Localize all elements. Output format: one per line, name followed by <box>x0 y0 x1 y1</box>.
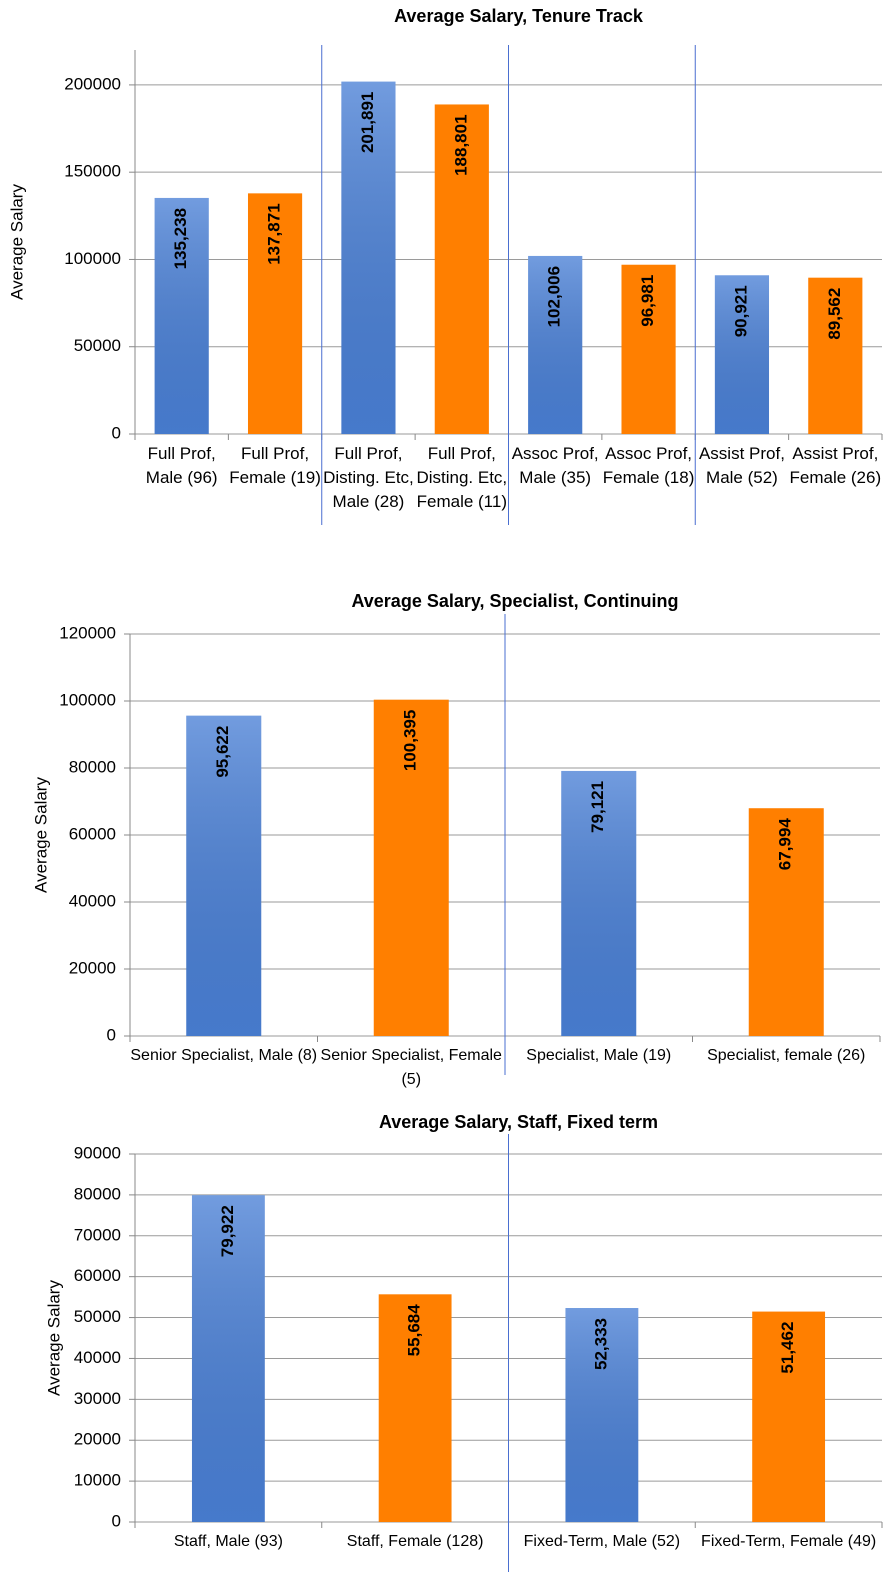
y-tick-label: 0 <box>112 1511 121 1530</box>
x-tick-label: Assist Prof, Female (26) <box>789 444 882 487</box>
y-tick-label: 0 <box>112 423 121 442</box>
y-tick-label: 60000 <box>74 1266 121 1285</box>
y-tick-label: 50000 <box>74 1307 121 1326</box>
y-tick-label: 60000 <box>69 824 116 843</box>
y-tick-label: 70000 <box>74 1225 121 1244</box>
value-label: 102,006 <box>545 266 564 327</box>
x-tick-label: Fixed-Term, Female (49) <box>701 1533 877 1550</box>
x-tick-label: Staff, Female (128) <box>346 1533 484 1550</box>
x-tick-label: Assoc Prof, Female (18) <box>602 444 695 487</box>
value-label: 95,622 <box>213 726 232 778</box>
bar <box>808 277 863 434</box>
chart-title: Average Salary, Staff, Fixed term <box>379 1112 658 1132</box>
value-label: 90,921 <box>731 285 750 337</box>
y-tick-label: 20000 <box>74 1430 121 1449</box>
y-tick-label: 150000 <box>64 162 121 181</box>
x-tick-label: Specialist, Male (19) <box>526 1047 672 1064</box>
value-label: 55,684 <box>405 1304 424 1357</box>
x-tick-label: Assist Prof, Male (52) <box>698 444 785 487</box>
x-tick-label: Senior Specialist, Male (8) <box>130 1047 318 1064</box>
y-axis-label: Average Salary <box>44 1280 63 1396</box>
value-label: 79,121 <box>588 781 607 833</box>
y-tick-label: 100000 <box>59 690 116 709</box>
bar <box>752 1311 826 1522</box>
x-tick-label: Senior Specialist, Female (5) <box>320 1047 502 1088</box>
bar <box>748 808 824 1036</box>
x-tick-label: Fixed-Term, Male (52) <box>523 1533 681 1550</box>
x-tick-label: Staff, Male (93) <box>173 1533 283 1550</box>
x-tick-label: Assoc Prof, Male (35) <box>511 444 599 487</box>
value-label: 51,462 <box>778 1322 797 1374</box>
bar <box>621 264 676 434</box>
value-label: 188,801 <box>451 114 470 175</box>
x-tick-label: Full Prof, Disting. Etc, Female (11) <box>416 444 508 511</box>
value-label: 100,395 <box>401 710 420 771</box>
value-label: 96,981 <box>638 275 657 327</box>
bar <box>378 1294 452 1522</box>
y-tick-label: 10000 <box>74 1471 121 1490</box>
x-tick-label: Specialist, female (26) <box>707 1047 866 1064</box>
value-label: 201,891 <box>358 92 377 153</box>
y-tick-label: 200000 <box>64 74 121 93</box>
value-label: 89,562 <box>825 288 844 340</box>
value-label: 79,922 <box>218 1205 237 1257</box>
x-tick-label: Full Prof, Disting. Etc, Male (28) <box>323 444 414 511</box>
value-label: 135,238 <box>171 208 190 269</box>
y-tick-label: 100000 <box>64 249 121 268</box>
y-tick-label: 40000 <box>69 891 116 910</box>
bar <box>373 699 449 1036</box>
y-tick-label: 50000 <box>74 336 121 355</box>
bar <box>434 104 489 435</box>
x-tick-label: Full Prof, Male (96) <box>145 444 218 487</box>
value-label: 137,871 <box>265 203 284 264</box>
chart-title: Average Salary, Specialist, Continuing <box>351 591 678 611</box>
y-tick-label: 40000 <box>74 1348 121 1367</box>
x-tick-label: Full Prof, Female (19) <box>229 444 321 487</box>
y-tick-label: 80000 <box>69 757 116 776</box>
bar <box>247 193 303 434</box>
y-axis-label: Average Salary <box>31 777 50 893</box>
y-tick-label: 30000 <box>74 1389 121 1408</box>
y-tick-label: 0 <box>107 1025 116 1044</box>
y-axis-label: Average Salary <box>7 184 26 300</box>
value-label: 67,994 <box>776 818 795 871</box>
y-tick-label: 20000 <box>69 958 116 977</box>
y-tick-label: 120000 <box>59 623 116 642</box>
y-tick-label: 90000 <box>74 1143 121 1162</box>
y-tick-label: 80000 <box>74 1184 121 1203</box>
chart-title: Average Salary, Tenure Track <box>394 6 644 26</box>
value-label: 52,333 <box>591 1318 610 1370</box>
